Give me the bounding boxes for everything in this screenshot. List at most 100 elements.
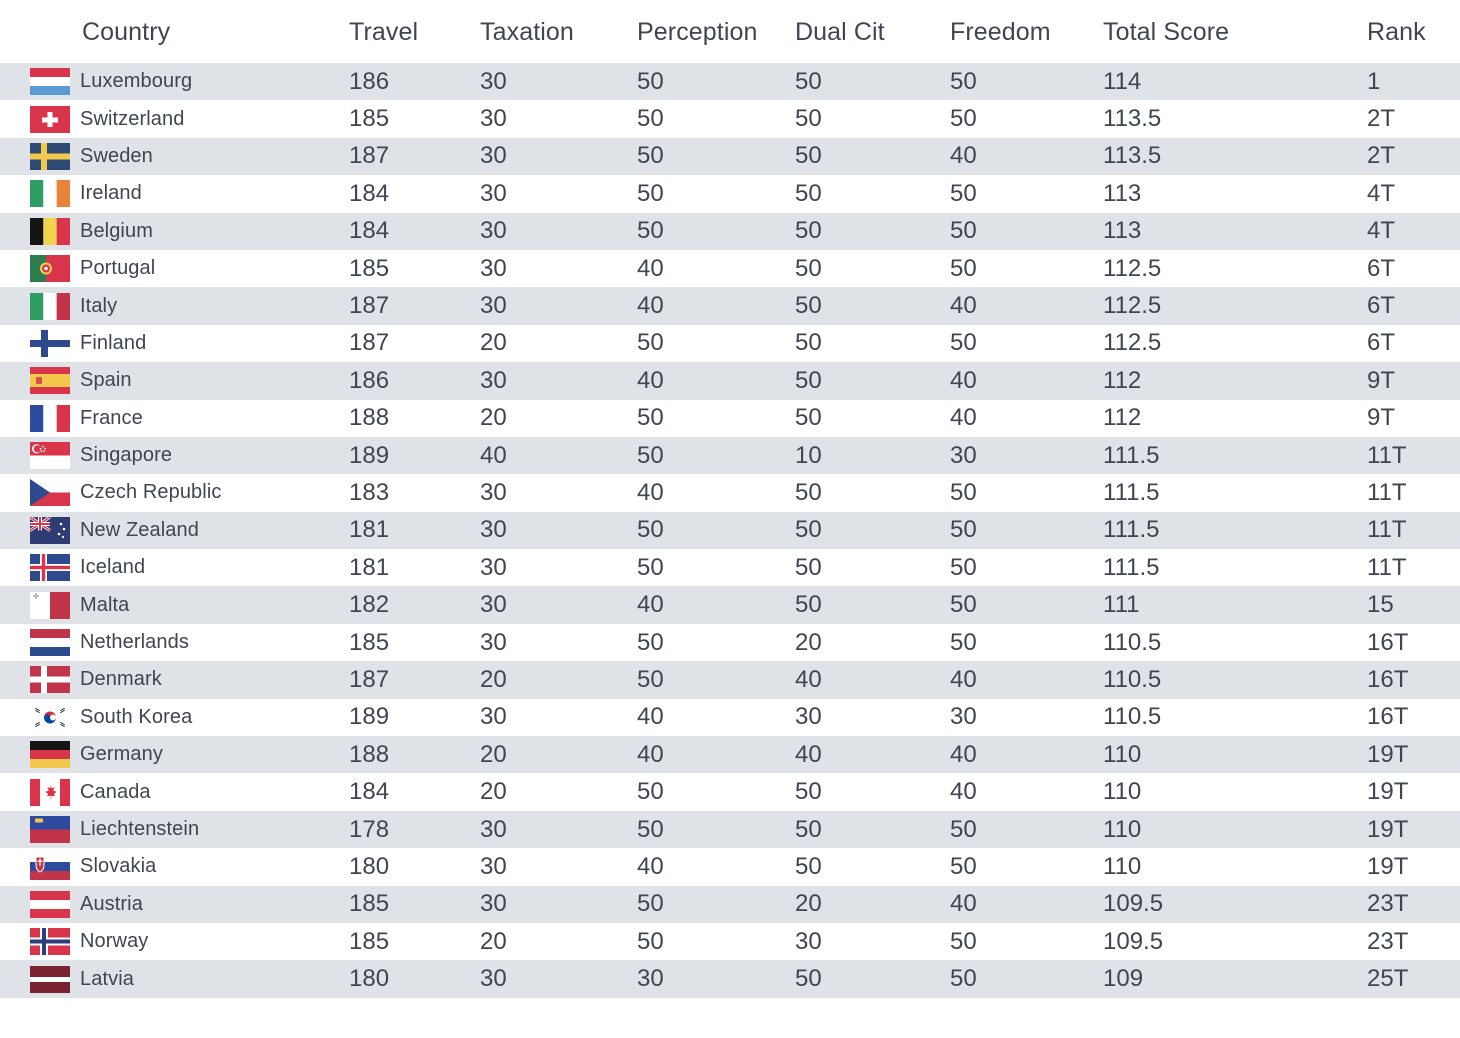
flag-south-korea-icon <box>30 703 70 731</box>
table-row[interactable]: South Korea 189 30 40 30 30 110.5 16T <box>0 698 1460 737</box>
table-row[interactable]: Norway 185 20 50 30 50 109.5 23T <box>0 922 1460 961</box>
cell-country: Malta <box>0 586 322 623</box>
column-header-perception[interactable]: Perception <box>637 18 758 46</box>
column-header-taxation[interactable]: Taxation <box>480 18 574 46</box>
cell-freedom: 50 <box>950 105 977 133</box>
table-row[interactable]: Portugal 185 30 40 50 50 112.5 6T <box>0 249 1460 288</box>
cell-country: Austria <box>0 886 322 923</box>
flag-sweden-icon <box>30 142 70 170</box>
cell-travel: 185 <box>349 927 390 955</box>
cell-freedom: 50 <box>950 329 977 357</box>
column-header-freedom[interactable]: Freedom <box>950 18 1051 46</box>
flag-slovakia-icon <box>30 853 70 881</box>
cell-freedom: 40 <box>950 292 977 320</box>
country-name: Italy <box>80 294 118 317</box>
cell-country: Slovakia <box>0 848 322 885</box>
table-row[interactable]: Germany 188 20 40 40 40 110 19T <box>0 736 1460 774</box>
table-row[interactable]: Italy 187 30 40 50 40 112.5 6T <box>0 287 1460 325</box>
flag-france-icon <box>30 404 70 432</box>
country-name: Canada <box>80 780 151 803</box>
cell-perception: 40 <box>637 591 664 619</box>
cell-dual-cit: 50 <box>795 254 822 282</box>
cell-perception: 50 <box>637 179 664 207</box>
country-name: Liechtenstein <box>80 818 200 840</box>
cell-total-score: 112 <box>1103 366 1142 394</box>
table-body: Luxembourg 186 30 50 50 50 114 1 Switzerland 185 3… <box>0 63 1460 998</box>
country-name: Portugal <box>80 257 156 280</box>
cell-country: France <box>0 400 322 437</box>
table-row[interactable]: Iceland 181 30 50 50 50 111.5 11T <box>0 549 1460 587</box>
cell-rank: 9T <box>1367 404 1396 432</box>
column-header-travel[interactable]: Travel <box>349 18 419 46</box>
cell-travel: 188 <box>349 404 390 432</box>
table-row[interactable]: Switzerland 185 30 50 50 50 113.5 2T <box>0 100 1460 138</box>
cell-country: Canada <box>0 773 322 810</box>
cell-travel: 180 <box>349 852 390 880</box>
cell-dual-cit: 50 <box>795 105 822 133</box>
cell-total-score: 111.5 <box>1103 478 1160 506</box>
table-row[interactable]: Denmark 187 20 50 40 40 110.5 16T <box>0 661 1460 699</box>
cell-freedom: 40 <box>950 740 977 768</box>
cell-rank: 23T <box>1367 890 1409 918</box>
column-header-country[interactable]: Country <box>82 18 171 46</box>
country-name: Germany <box>80 743 163 766</box>
cell-total-score: 114 <box>1103 67 1142 95</box>
column-header-rank[interactable]: Rank <box>1367 18 1426 46</box>
column-header-total-score[interactable]: Total Score <box>1103 18 1230 46</box>
table-row[interactable]: France 188 20 50 50 40 112 9T <box>0 399 1460 437</box>
country-name: Luxembourg <box>80 70 193 93</box>
table-row[interactable]: Slovakia 180 30 40 50 50 110 19T <box>0 848 1460 886</box>
cell-country: Singapore <box>0 437 322 474</box>
flag-spain-icon <box>30 367 70 395</box>
table-row[interactable]: Belgium 184 30 50 50 50 113 4T <box>0 212 1460 250</box>
table-row[interactable]: Sweden 187 30 50 50 40 113.5 2T <box>0 137 1460 176</box>
cell-freedom: 40 <box>950 404 977 432</box>
cell-dual-cit: 50 <box>795 591 822 619</box>
cell-total-score: 112.5 <box>1103 292 1162 320</box>
cell-rank: 16T <box>1367 665 1409 693</box>
table-row[interactable]: Luxembourg 186 30 50 50 50 114 1 <box>0 63 1460 101</box>
cell-taxation: 30 <box>480 628 507 656</box>
cell-dual-cit: 50 <box>795 404 822 432</box>
cell-taxation: 30 <box>480 478 507 506</box>
cell-travel: 187 <box>349 329 390 357</box>
table-row[interactable]: Czech Republic 183 30 40 50 50 111.5 11T <box>0 474 1460 512</box>
table-row[interactable]: Liechtenstein 178 30 50 50 50 110 19T <box>0 810 1460 849</box>
cell-total-score: 112 <box>1103 404 1142 432</box>
cell-freedom: 50 <box>950 965 977 993</box>
cell-taxation: 30 <box>480 366 507 394</box>
cell-total-score: 110 <box>1103 778 1142 806</box>
column-header-dual-cit[interactable]: Dual Cit <box>795 18 885 46</box>
cell-taxation: 40 <box>480 441 507 469</box>
cell-country: Portugal <box>0 250 322 287</box>
cell-taxation: 30 <box>480 553 507 581</box>
table-row[interactable]: Latvia 180 30 30 50 50 109 25T <box>0 960 1460 998</box>
table-row[interactable]: Canada 184 20 50 50 40 110 19T <box>0 773 1460 811</box>
cell-rank: 9T <box>1367 366 1396 394</box>
table-row[interactable]: New Zealand 181 30 50 50 50 111.5 11T <box>0 511 1460 550</box>
cell-total-score: 109.5 <box>1103 927 1164 955</box>
flag-liechtenstein-icon <box>30 816 70 843</box>
table-row[interactable]: Malta 182 30 40 50 50 111 15 <box>0 586 1460 624</box>
cell-travel: 189 <box>349 441 390 469</box>
cell-dual-cit: 50 <box>795 142 822 170</box>
table-row[interactable]: Singapore 189 40 50 10 30 111.5 11T <box>0 436 1460 475</box>
cell-total-score: 110 <box>1103 815 1142 843</box>
table-row[interactable]: Netherlands 185 30 50 20 50 110.5 16T <box>0 623 1460 662</box>
table-row[interactable]: Finland 187 20 50 50 50 112.5 6T <box>0 324 1460 363</box>
table-row[interactable]: Austria 185 30 50 20 40 109.5 23T <box>0 885 1460 923</box>
country-name: Finland <box>80 331 147 354</box>
cell-total-score: 112.5 <box>1103 329 1162 357</box>
cell-total-score: 110 <box>1103 852 1142 880</box>
cell-country: Switzerland <box>0 100 322 137</box>
cell-taxation: 20 <box>480 665 507 693</box>
cell-dual-cit: 50 <box>795 553 822 581</box>
table-row[interactable]: Spain 186 30 40 50 40 112 9T <box>0 362 1460 400</box>
cell-total-score: 113.5 <box>1103 142 1162 170</box>
cell-perception: 50 <box>637 217 664 245</box>
cell-dual-cit: 20 <box>795 628 822 656</box>
table-row[interactable]: Ireland 184 30 50 50 50 113 4T <box>0 175 1460 213</box>
cell-dual-cit: 50 <box>795 965 822 993</box>
cell-rank: 6T <box>1367 329 1396 357</box>
flag-austria-icon <box>30 890 70 918</box>
